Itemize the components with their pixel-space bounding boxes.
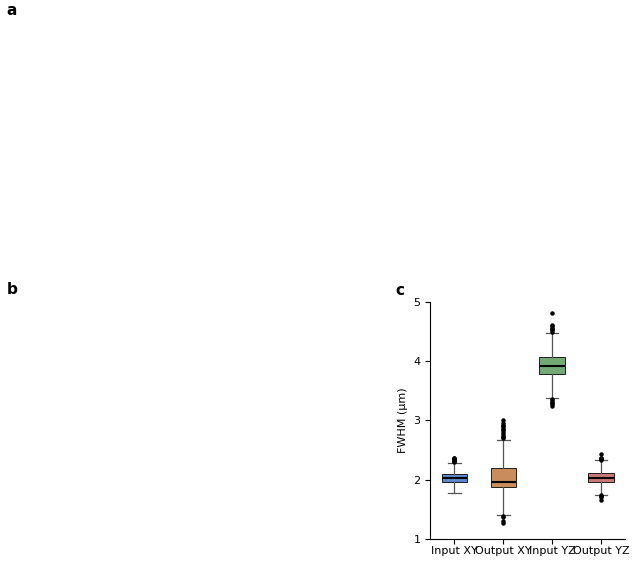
Text: c: c	[395, 283, 404, 298]
PathPatch shape	[442, 474, 467, 482]
PathPatch shape	[491, 468, 516, 487]
Y-axis label: FWHM (μm): FWHM (μm)	[397, 388, 408, 453]
Text: b: b	[6, 282, 17, 297]
PathPatch shape	[588, 473, 614, 482]
PathPatch shape	[540, 357, 564, 374]
Text: a: a	[6, 3, 17, 18]
